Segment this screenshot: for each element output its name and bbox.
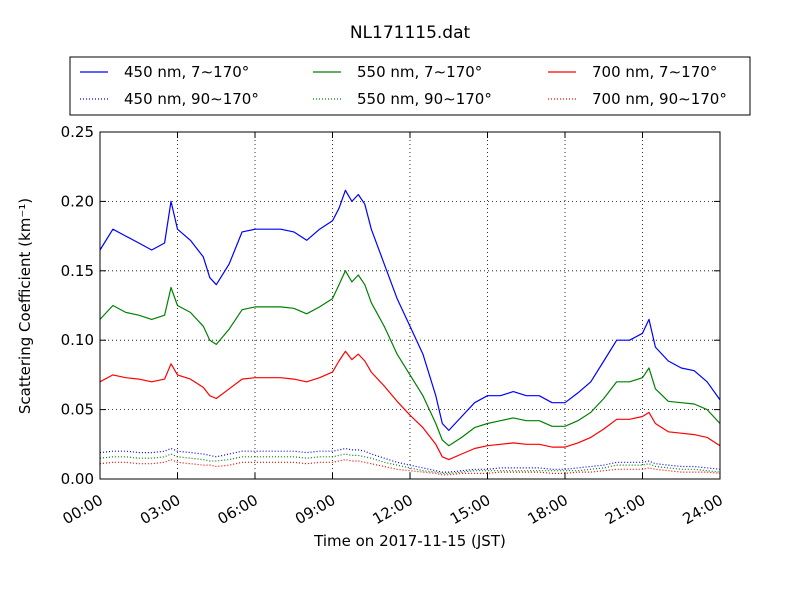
y-tick-label: 0.15 (61, 262, 94, 280)
series-line (99, 189, 721, 431)
x-tick-label: 03:00 (137, 491, 183, 528)
y-axis-label: Scattering Coefficient (km⁻¹) (16, 198, 34, 414)
x-tick-label: 12:00 (370, 491, 416, 528)
plot-background (100, 132, 720, 479)
legend-label: 550 nm, 7∼170° (357, 63, 482, 81)
series-line (99, 270, 721, 447)
x-tick-label: 06:00 (215, 491, 261, 528)
y-tick-label: 0.00 (61, 470, 94, 488)
series-line (99, 350, 721, 461)
x-tick-label: 21:00 (602, 491, 648, 528)
x-tick-label: 00:00 (60, 491, 106, 528)
x-tick-label: 18:00 (525, 491, 571, 528)
series-lines (99, 189, 721, 476)
legend-label: 450 nm, 7∼170° (124, 63, 249, 81)
y-tick-label: 0.25 (61, 123, 94, 141)
y-tick-label: 0.10 (61, 331, 94, 349)
series-line (99, 447, 721, 473)
y-tick-label: 0.05 (61, 401, 94, 419)
series-line (99, 459, 721, 476)
legend-box (69, 56, 751, 116)
legend-label: 550 nm, 90∼170° (357, 90, 492, 108)
y-tick-label: 0.20 (61, 192, 94, 210)
series-line (99, 453, 721, 474)
x-tick-label: 24:00 (680, 491, 726, 528)
x-tick-label: 09:00 (292, 491, 338, 528)
legend-label: 700 nm, 90∼170° (592, 90, 727, 108)
legend: 450 nm, 7∼170° 450 nm, 90∼170° 550 nm, 7∼1… (69, 56, 751, 116)
chart-title: NL171115.dat (350, 23, 471, 43)
legend-label: 450 nm, 90∼170° (124, 90, 259, 108)
legend-label: 700 nm, 7∼170° (592, 63, 717, 81)
x-tick-label: 15:00 (447, 491, 493, 528)
x-axis-label: Time on 2017-11-15 (JST) (313, 532, 506, 550)
